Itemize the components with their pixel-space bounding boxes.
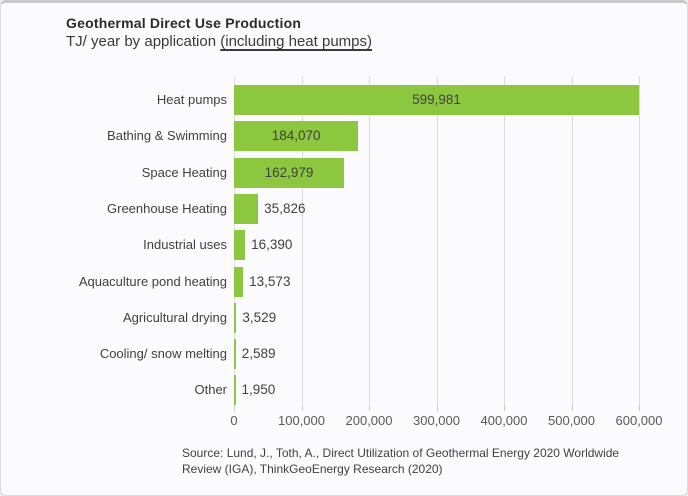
bar — [234, 193, 259, 224]
bar — [234, 339, 236, 370]
x-axis-tick-label: 400,000 — [480, 413, 528, 428]
value-label: 16,390 — [251, 237, 293, 253]
category-label: Other — [194, 382, 227, 398]
source-line-1: Source: Lund, J., Toth, A., Direct Utili… — [182, 446, 620, 460]
x-axis-tick-label: 100,000 — [278, 413, 325, 428]
gridline — [369, 76, 370, 405]
category-label: Heat pumps — [156, 92, 227, 107]
x-axis-tick-label: 500,000 — [548, 413, 595, 428]
axis-tick — [369, 405, 370, 411]
x-axis-tick-label: 600,000 — [615, 413, 663, 428]
value-label: 13,573 — [249, 273, 291, 289]
gridline — [639, 76, 640, 405]
bar — [234, 302, 237, 333]
x-axis-tick-label: 300,000 — [413, 413, 460, 428]
gridline — [301, 76, 303, 405]
chart-subtitle-underlined: (including heat pumps) — [220, 33, 373, 50]
axis-tick — [639, 405, 640, 411]
axis-tick — [301, 405, 303, 411]
axis-tick — [571, 405, 573, 411]
value-label: 2,589 — [241, 346, 276, 362]
axis-tick — [436, 405, 438, 411]
category-label: Agricultural drying — [122, 309, 227, 325]
value-label: 162,979 — [264, 164, 314, 180]
bar — [234, 157, 344, 188]
category-label: Aquaculture pond heating — [78, 273, 227, 289]
category-label: Cooling/ snow melting — [99, 346, 227, 362]
category-label: Industrial uses — [143, 237, 227, 253]
category-label: Space Heating — [141, 164, 227, 180]
bar — [234, 85, 639, 115]
x-axis-tick-label: 0 — [230, 413, 238, 428]
axis-tick — [504, 405, 505, 411]
chart-title: Geothermal Direct Use Production — [66, 15, 302, 31]
bar — [234, 375, 236, 406]
value-label: 3,529 — [242, 309, 277, 325]
gridline — [571, 76, 573, 405]
value-label: 184,070 — [271, 128, 321, 144]
bar — [234, 266, 244, 297]
source-note: Source: Lund, J., Toth, A., Direct Utili… — [182, 445, 642, 477]
value-label: 599,981 — [412, 92, 461, 107]
x-axis-tick-label: 200,000 — [345, 413, 393, 428]
bar-chart-plot: 0 100,000 200,000 300,000 400,000 500,000 600,… — [1, 3, 687, 495]
category-label: Bathing & Swimming — [107, 128, 227, 144]
bar — [234, 121, 359, 152]
bar — [234, 230, 246, 261]
category-label: Greenhouse Heating — [107, 200, 227, 216]
gridline — [436, 76, 438, 405]
value-label: 35,826 — [264, 200, 306, 216]
chart-subtitle-text: TJ/ year by application — [66, 33, 221, 50]
source-line-2: Review (IGA), ThinkGeoEnergy Research (2… — [182, 462, 443, 476]
value-label: 1,950 — [241, 382, 276, 398]
axis-tick — [234, 405, 235, 411]
gridline — [504, 76, 505, 405]
chart-subtitle: TJ/ year by application (including heat … — [66, 33, 372, 50]
